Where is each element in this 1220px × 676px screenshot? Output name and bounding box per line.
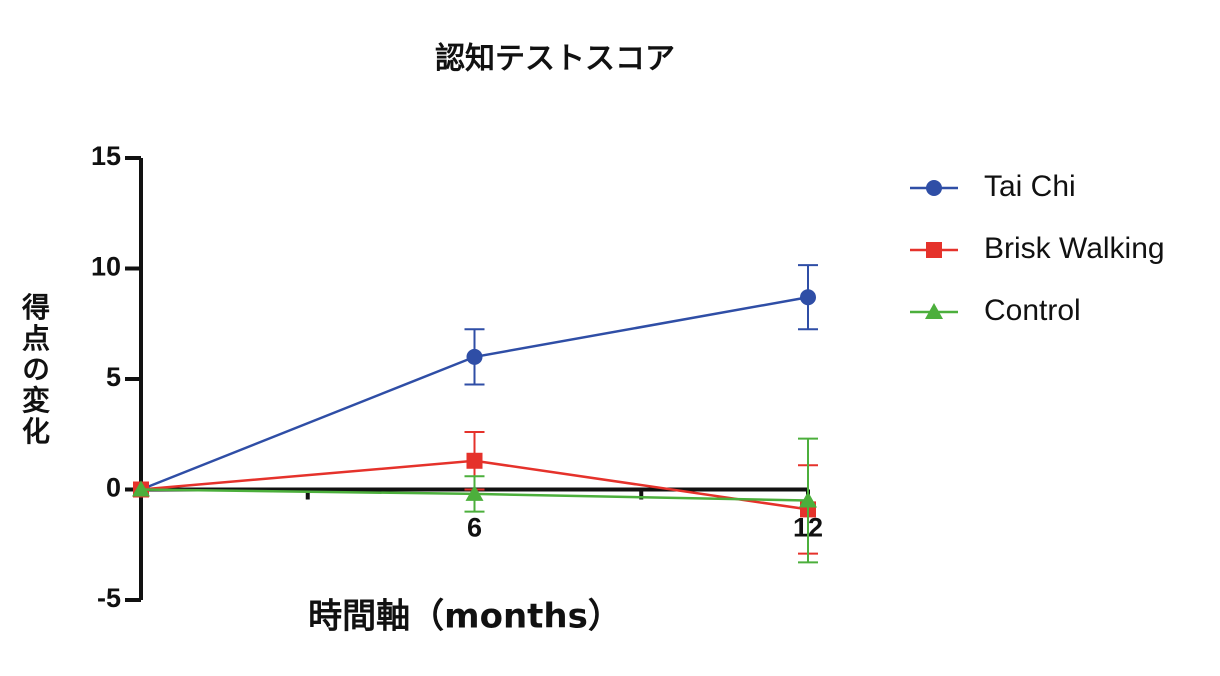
point: [466, 348, 483, 365]
legend-label: Brisk Walking: [984, 232, 1165, 265]
point: [466, 452, 483, 469]
point: [132, 480, 150, 497]
x-tick-label: 6: [467, 513, 482, 543]
point: [799, 491, 817, 508]
legend-label: Control: [984, 294, 1081, 327]
y-tick-label: 15: [91, 141, 121, 171]
chart-title: 認知テストスコア: [435, 42, 675, 77]
point: [465, 484, 484, 501]
y-tick-label: -5: [97, 583, 121, 613]
point: [926, 180, 942, 196]
point: [800, 289, 816, 306]
legend-label: Tai Chi: [984, 170, 1076, 203]
point: [925, 303, 943, 319]
y-tick-label: 10: [91, 252, 121, 282]
x-axis-label: 時間軸（months）: [308, 597, 622, 637]
y-tick-label: 0: [106, 473, 121, 503]
y-axis-label: 得点の変化: [18, 292, 51, 447]
point: [926, 242, 942, 258]
y-tick-label: 5: [106, 362, 121, 392]
